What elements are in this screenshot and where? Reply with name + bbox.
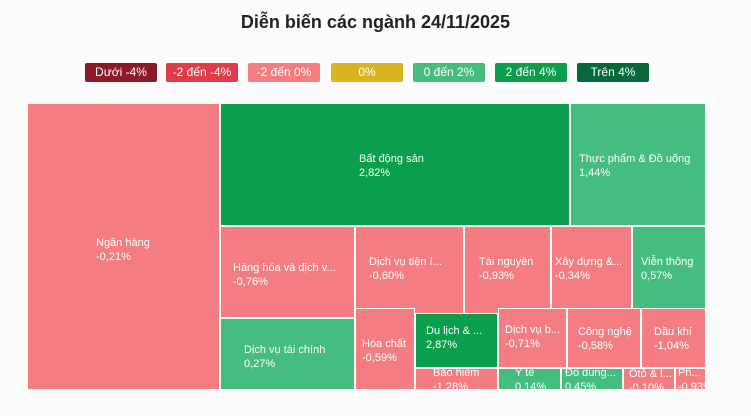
tile-value: -0,60% <box>369 270 404 282</box>
tile-value: 0,45% <box>565 381 597 390</box>
tile-value: -0,10% <box>629 382 664 390</box>
tile-label: Dịch vụ tiện í... -0,60% <box>369 255 442 283</box>
tile-name: Dịch vụ tài chính <box>244 344 326 356</box>
tile-name: Bất động sản <box>359 153 424 165</box>
tile-name: Hàng hóa và dịch v... <box>233 262 336 274</box>
tile-value: -0,59% <box>362 352 397 364</box>
tile-value: -0,21% <box>96 251 131 263</box>
tile-label: Tài nguyên -0,93% <box>479 255 533 283</box>
tile-label: Bảo hiểm -1,28% <box>433 368 480 390</box>
tile-name: Du lịch & ... <box>426 325 483 337</box>
tile-value: -1,28% <box>433 381 468 390</box>
tile-name: Viễn thông <box>641 256 694 268</box>
tile-label: Xây dựng &... -0,34% <box>555 255 622 283</box>
treemap-tile[interactable]: Ph... -0,93% <box>675 368 706 390</box>
tile-name: Bảo hiểm <box>433 368 480 379</box>
treemap-tile[interactable]: Du lịch & ... 2,87% <box>415 313 498 368</box>
tile-value: 0,14% <box>515 381 547 390</box>
tile-label: Ph... -0,93% <box>678 368 705 390</box>
tile-name: Công nghệ <box>578 326 632 338</box>
tile-value: -0,76% <box>233 276 268 288</box>
treemap-tile[interactable]: Đồ dùng... 0,45% <box>561 368 623 390</box>
legend-item[interactable]: -2 đến 0% <box>248 63 320 82</box>
tile-label: Hàng hóa và dịch v... -0,76% <box>233 261 336 289</box>
treemap-tile[interactable]: Hóa chất -0,59% <box>355 308 415 390</box>
tile-name: Ngân hàng <box>96 237 150 249</box>
tile-label: Công nghệ -0,58% <box>578 325 632 353</box>
tile-name: Hóa chất <box>362 338 407 350</box>
tile-value: -0,93% <box>479 270 514 282</box>
treemap-tile[interactable]: Dầu khí -1,04% <box>641 308 706 368</box>
treemap-tile[interactable]: Thực phẩm & Đồ uống 1,44% <box>570 103 706 226</box>
tile-label: Du lịch & ... 2,87% <box>426 324 482 352</box>
tile-label: Viễn thông 0,57% <box>641 255 693 283</box>
tile-label: Y tế 0,14% <box>515 368 547 390</box>
tile-value: 2,82% <box>359 167 391 179</box>
tile-name: Dịch vụ b... <box>505 324 561 336</box>
chart-title: Diễn biến các ngành 24/11/2025 <box>240 12 511 32</box>
treemap-tile[interactable]: Dịch vụ b... -0,71% <box>498 308 567 368</box>
tile-value: 2,87% <box>426 339 458 351</box>
treemap-tile[interactable]: Dịch vụ tiện í... -0,60% <box>355 226 464 318</box>
tile-label: Ngân hàng -0,21% <box>96 236 150 264</box>
legend-item[interactable]: Trên 4% <box>577 63 649 82</box>
tile-label: Bất động sản 2,82% <box>359 152 424 180</box>
tile-value: -1,04% <box>654 340 689 352</box>
treemap-tile[interactable]: Xây dựng &... -0,34% <box>551 226 632 318</box>
treemap-tile[interactable]: Y tế 0,14% <box>498 368 561 390</box>
tile-name: Ph... <box>678 368 701 379</box>
tile-label: Dịch vụ tài chính 0,27% <box>244 343 325 371</box>
tile-name: Dịch vụ tiện í... <box>369 256 442 268</box>
tile-name: Xây dựng &... <box>555 256 623 268</box>
tile-label: Hóa chất -0,59% <box>362 337 406 365</box>
treemap-tile[interactable]: Ôtô & l... -0,10% <box>623 368 675 390</box>
legend-item[interactable]: 0% <box>331 63 403 82</box>
tile-label: Ôtô & l... -0,10% <box>629 368 672 390</box>
tile-value: -0,34% <box>555 270 590 282</box>
tile-value: -0,93% <box>678 381 705 390</box>
tile-name: Thực phẩm & Đồ uống <box>579 153 691 165</box>
tile-value: -0,58% <box>578 340 613 352</box>
tile-label: Dầu khí -1,04% <box>654 325 692 353</box>
treemap-tile[interactable]: Ngân hàng -0,21% <box>27 103 220 390</box>
legend-item[interactable]: -2 đến -4% <box>166 63 238 82</box>
tile-label: Đồ dùng... 0,45% <box>565 368 616 390</box>
treemap-tile[interactable]: Viễn thông 0,57% <box>632 226 706 318</box>
tile-name: Y tế <box>515 368 535 379</box>
legend-item[interactable]: 2 đến 4% <box>495 63 567 82</box>
treemap-tile[interactable]: Hàng hóa và dịch v... -0,76% <box>220 226 355 318</box>
tile-value: -0,71% <box>505 338 540 350</box>
treemap-tile[interactable]: Bất động sản 2,82% <box>220 103 570 226</box>
treemap-tile[interactable]: Dịch vụ tài chính 0,27% <box>220 318 355 390</box>
tile-name: Dầu khí <box>654 326 692 338</box>
treemap-tile[interactable]: Công nghệ -0,58% <box>567 308 641 368</box>
legend-item[interactable]: 0 đến 2% <box>413 63 485 82</box>
tile-value: 0,27% <box>244 358 276 370</box>
tile-value: 0,57% <box>641 270 673 282</box>
legend: Dưới -4% -2 đến -4% -2 đến 0% 0% 0 đến 2… <box>0 63 751 82</box>
tile-name: Đồ dùng... <box>565 368 616 379</box>
tile-value: 1,44% <box>579 167 611 179</box>
tile-name: Ôtô & l... <box>629 368 672 380</box>
tile-label: Dịch vụ b... -0,71% <box>505 323 560 351</box>
tile-label: Thực phẩm & Đồ uống 1,44% <box>579 152 690 180</box>
tile-name: Tài nguyên <box>479 256 534 268</box>
treemap-tile[interactable]: Tài nguyên -0,93% <box>464 226 551 318</box>
legend-item[interactable]: Dưới -4% <box>85 63 157 82</box>
treemap-tile[interactable]: Bảo hiểm -1,28% <box>415 368 498 390</box>
